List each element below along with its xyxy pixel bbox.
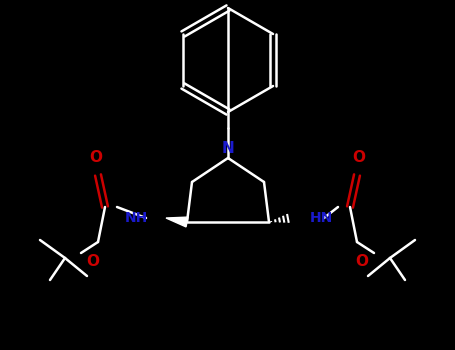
Text: NH: NH <box>125 211 148 225</box>
Text: O: O <box>355 254 369 269</box>
Text: O: O <box>90 150 102 165</box>
Text: O: O <box>353 150 365 165</box>
Text: HN: HN <box>310 211 333 225</box>
Text: N: N <box>222 141 234 156</box>
Polygon shape <box>166 217 188 227</box>
Text: O: O <box>86 254 100 269</box>
